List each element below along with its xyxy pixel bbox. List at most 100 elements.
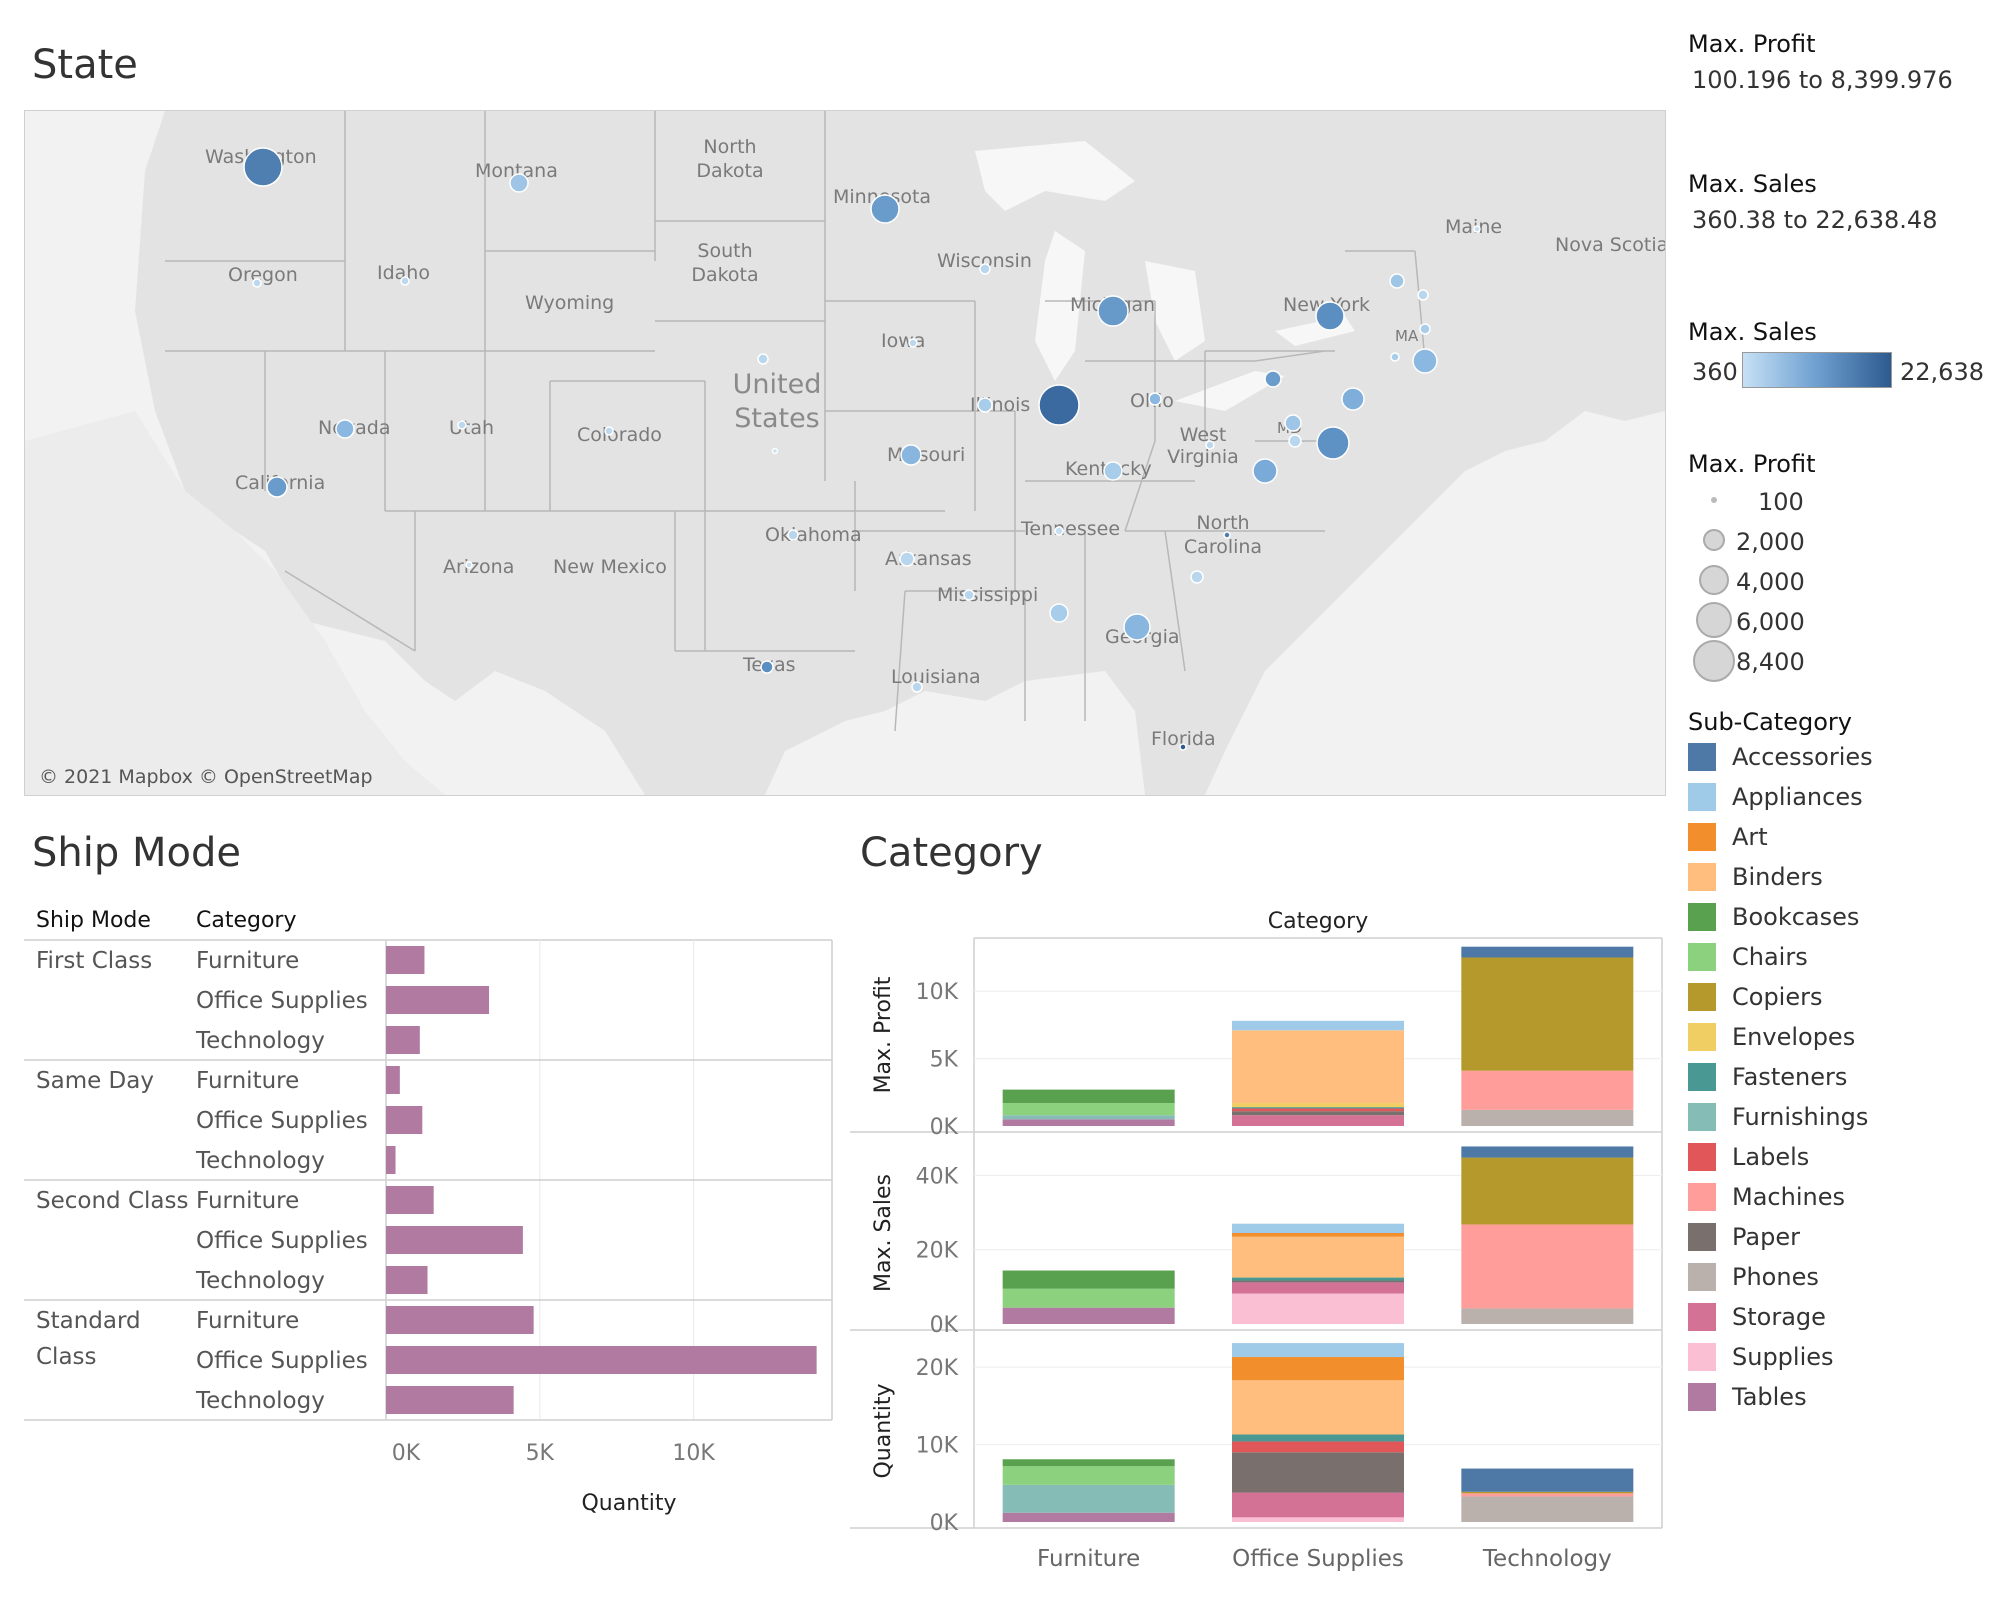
ship-bar[interactable] bbox=[386, 1186, 434, 1214]
stack-segment-paper[interactable] bbox=[1232, 1280, 1404, 1283]
ship-bar[interactable] bbox=[386, 1226, 523, 1254]
state-mark-arkansas[interactable] bbox=[899, 551, 915, 567]
stack-segment-accessories[interactable] bbox=[1461, 946, 1634, 958]
stack-segment-storage[interactable] bbox=[1232, 1115, 1404, 1126]
state-mark-oregon[interactable] bbox=[252, 278, 262, 288]
ship-bar[interactable] bbox=[386, 1106, 423, 1134]
stack-segment-tables[interactable] bbox=[1002, 1512, 1175, 1522]
stack-segment-envelopes[interactable] bbox=[1232, 1103, 1404, 1108]
stack-segment-machines[interactable] bbox=[1461, 1224, 1634, 1309]
state-mark-montana[interactable] bbox=[509, 173, 529, 193]
stack-segment-bookcases[interactable] bbox=[1002, 1089, 1175, 1104]
legend-item-appliances[interactable]: Appliances bbox=[1688, 780, 1863, 814]
stack-segment-phones[interactable] bbox=[1461, 1308, 1634, 1324]
legend-item-tables[interactable]: Tables bbox=[1688, 1380, 1807, 1414]
state-mark-virginia[interactable] bbox=[1316, 426, 1350, 460]
state-mark-missouri[interactable] bbox=[900, 444, 922, 466]
state-marks[interactable] bbox=[243, 147, 1481, 751]
state-mark-massachusetts[interactable] bbox=[1412, 348, 1438, 374]
state-mark-louisiana[interactable] bbox=[911, 681, 923, 693]
map-svg[interactable]: Washington Montana North Dakota Minnesot… bbox=[25, 111, 1665, 795]
stack-segment-art[interactable] bbox=[1232, 1233, 1404, 1237]
legend-item-fasteners[interactable]: Fasteners bbox=[1688, 1060, 1847, 1094]
stack-segment-labels[interactable] bbox=[1232, 1108, 1404, 1112]
stack-segment-fasteners[interactable] bbox=[1232, 1434, 1404, 1442]
state-mark-ohio[interactable] bbox=[1148, 392, 1162, 406]
stack-segment-chairs[interactable] bbox=[1002, 1466, 1175, 1485]
stack-segment-storage[interactable] bbox=[1232, 1282, 1404, 1294]
stack-segment-machines[interactable] bbox=[1461, 1070, 1634, 1110]
state-mark-florida[interactable] bbox=[1179, 743, 1187, 751]
stack-segment-copiers[interactable] bbox=[1461, 1491, 1634, 1494]
state-mark-michigan[interactable] bbox=[1097, 295, 1129, 327]
state-mark-arizona[interactable] bbox=[465, 561, 473, 569]
ship-bar[interactable] bbox=[386, 1146, 396, 1174]
legend-item-storage[interactable]: Storage bbox=[1688, 1300, 1826, 1334]
state-mark-west-virginia[interactable] bbox=[1252, 458, 1278, 484]
state-mark-connecticut[interactable] bbox=[1390, 352, 1400, 362]
state-mark-delaware[interactable] bbox=[1288, 434, 1302, 448]
legend-item-paper[interactable]: Paper bbox=[1688, 1220, 1800, 1254]
stack-segment-art[interactable] bbox=[1232, 1357, 1404, 1381]
state-mark-tennessee[interactable] bbox=[1054, 526, 1064, 536]
state-mark-kentucky[interactable] bbox=[1103, 461, 1123, 481]
legend-item-furnishings[interactable]: Furnishings bbox=[1688, 1100, 1868, 1134]
legend-item-phones[interactable]: Phones bbox=[1688, 1260, 1819, 1294]
state-mark-new-hampshire[interactable] bbox=[1417, 289, 1429, 301]
ship-bar[interactable] bbox=[386, 1346, 817, 1374]
state-mark-maryland[interactable] bbox=[1284, 414, 1302, 432]
stack-segment-furnishings[interactable] bbox=[1002, 1115, 1175, 1120]
stack-segment-storage[interactable] bbox=[1232, 1492, 1404, 1518]
stack-segment-tables[interactable] bbox=[1002, 1307, 1175, 1324]
ship-bar[interactable] bbox=[386, 1266, 428, 1294]
stack-segment-phones[interactable] bbox=[1461, 1496, 1634, 1522]
state-mark-mississippi[interactable] bbox=[963, 589, 975, 601]
stack-segment-phones[interactable] bbox=[1461, 1109, 1634, 1126]
state-map[interactable]: Washington Montana North Dakota Minnesot… bbox=[24, 110, 1666, 796]
legend-item-supplies[interactable]: Supplies bbox=[1688, 1340, 1834, 1374]
state-mark-alabama[interactable] bbox=[1049, 603, 1069, 623]
stack-segment-supplies[interactable] bbox=[1232, 1293, 1404, 1324]
state-mark-colorado[interactable] bbox=[604, 426, 614, 436]
state-mark-nevada[interactable] bbox=[335, 419, 355, 439]
stack-segment-appliances[interactable] bbox=[1232, 1343, 1404, 1358]
ship-bar[interactable] bbox=[386, 1066, 400, 1094]
stack-segment-paper[interactable] bbox=[1232, 1452, 1404, 1493]
stack-segment-copiers[interactable] bbox=[1461, 957, 1634, 1071]
state-mark-oklahoma[interactable] bbox=[787, 529, 799, 541]
state-mark-washington[interactable] bbox=[243, 147, 283, 187]
legend-item-art[interactable]: Art bbox=[1688, 820, 1768, 854]
stack-segment-bookcases[interactable] bbox=[1002, 1459, 1175, 1467]
stack-segment-tables[interactable] bbox=[1002, 1119, 1175, 1126]
stack-segment-binders[interactable] bbox=[1232, 1030, 1404, 1104]
stack-segment-accessories[interactable] bbox=[1461, 1468, 1634, 1492]
stack-segment-accessories[interactable] bbox=[1461, 1146, 1634, 1158]
stack-segment-furnishings[interactable] bbox=[1002, 1484, 1175, 1513]
stack-segment-binders[interactable] bbox=[1232, 1236, 1404, 1278]
legend-item-bookcases[interactable]: Bookcases bbox=[1688, 900, 1859, 934]
state-mark-ma-small[interactable] bbox=[1419, 323, 1431, 335]
ship-bar[interactable] bbox=[386, 1386, 514, 1414]
state-mark-wv-small[interactable] bbox=[1205, 440, 1215, 450]
state-mark-south-carolina[interactable] bbox=[1190, 570, 1204, 584]
stack-segment-fasteners[interactable] bbox=[1232, 1277, 1404, 1281]
stack-segment-machines[interactable] bbox=[1461, 1493, 1634, 1497]
state-mark-idaho[interactable] bbox=[400, 276, 410, 286]
state-mark-wisconsin[interactable] bbox=[979, 263, 991, 275]
stack-segment-labels[interactable] bbox=[1232, 1441, 1404, 1453]
state-mark-illinois[interactable] bbox=[977, 397, 993, 413]
legend-item-chairs[interactable]: Chairs bbox=[1688, 940, 1808, 974]
stack-segment-appliances[interactable] bbox=[1232, 1020, 1404, 1031]
state-mark-texas[interactable] bbox=[760, 660, 774, 674]
state-mark-new-jersey[interactable] bbox=[1341, 387, 1365, 411]
state-mark-iowa[interactable] bbox=[908, 338, 918, 348]
legend-max-sales-gradient[interactable] bbox=[1742, 352, 1892, 388]
stack-segment-paper[interactable] bbox=[1232, 1111, 1404, 1116]
legend-item-machines[interactable]: Machines bbox=[1688, 1180, 1845, 1214]
state-mark-indiana[interactable] bbox=[1038, 384, 1080, 426]
state-mark-new-york[interactable] bbox=[1315, 301, 1345, 331]
state-mark-pennsylvania[interactable] bbox=[1264, 370, 1282, 388]
ship-bar[interactable] bbox=[386, 946, 425, 974]
legend-item-envelopes[interactable]: Envelopes bbox=[1688, 1020, 1855, 1054]
stack-segment-chairs[interactable] bbox=[1002, 1288, 1175, 1308]
